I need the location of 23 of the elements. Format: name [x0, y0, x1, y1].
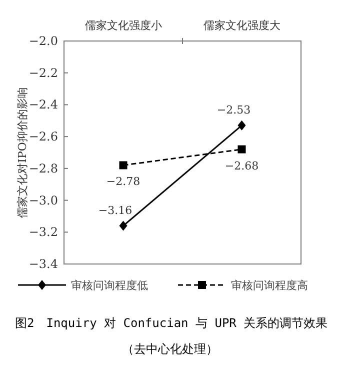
legend-label: 审核问询程度高 [231, 279, 308, 292]
y-axis-title: 儒家文化对IPO抑价的影响 [16, 87, 29, 218]
point [238, 145, 246, 154]
data-label: −3.16 [98, 204, 132, 217]
point [119, 161, 128, 170]
point [119, 220, 128, 231]
y-tick-label: −3.0 [28, 193, 58, 208]
legend-label: 审核问询程度低 [71, 279, 148, 292]
y-tick-label: −3.4 [28, 257, 58, 271]
text: 图2 Inquiry 对 Confucian 与 UPR 关系的调节效果 [15, 316, 328, 330]
point [238, 120, 246, 130]
y-tick-label: −3.2 [28, 225, 58, 240]
data-label: −2.68 [224, 159, 259, 172]
x-tick-label: 儒家文化强度小 [84, 19, 162, 32]
data-label: −2.78 [106, 175, 140, 188]
y-tick-label: −2.2 [28, 66, 58, 80]
y-tick-label: −2.0 [28, 34, 58, 48]
y-tick-label: −2.6 [28, 130, 58, 144]
y-tick-label: −2.8 [28, 161, 58, 176]
x-tick-label: 儒家文化强度大 [203, 19, 280, 32]
text: （去中心化处理） [122, 342, 218, 356]
data-label: −2.53 [216, 103, 251, 116]
y-tick-label: −2.4 [28, 98, 58, 112]
